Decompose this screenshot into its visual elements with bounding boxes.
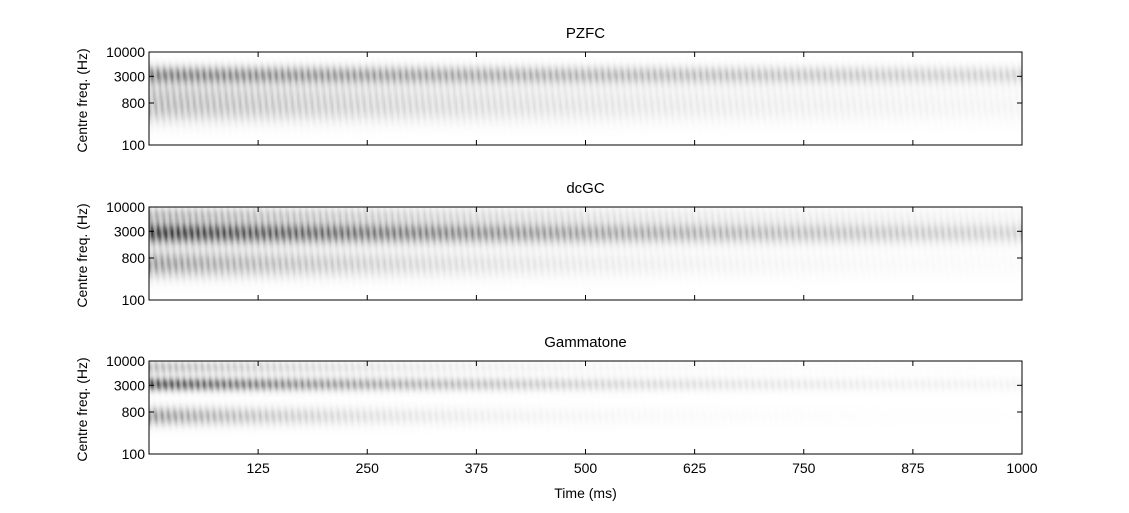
x-tick-label: 250 — [356, 460, 380, 476]
panel-gammatone: Gammatone 100 800 3000 10000 125 250 375 500 625 7… — [74, 334, 1038, 501]
y-tick-label: 800 — [122, 404, 146, 420]
y-tick-label: 3000 — [114, 377, 145, 393]
x-axis-label: Time (ms) — [554, 485, 616, 501]
y-tick-label: 3000 — [114, 223, 145, 239]
y-axis-label: Centre freq. (Hz) — [74, 48, 90, 152]
heatmap-image — [149, 207, 1022, 300]
heatmap-image — [149, 52, 1022, 145]
y-tick-label: 10000 — [106, 353, 145, 369]
x-tick-label: 375 — [465, 460, 489, 476]
x-tick-label: 1000 — [1006, 460, 1037, 476]
x-tick-label: 500 — [574, 460, 598, 476]
x-tick-label: 125 — [246, 460, 270, 476]
y-tick-label: 100 — [122, 292, 146, 308]
y-axis-label: Centre freq. (Hz) — [74, 203, 90, 307]
x-tick-label: 625 — [683, 460, 707, 476]
heatmap-image — [149, 361, 1022, 454]
y-tick-label: 100 — [122, 137, 146, 153]
y-tick-label: 800 — [122, 95, 146, 111]
panel-title: PZFC — [566, 25, 605, 42]
panel-dcgc: dcGC 100 800 3000 10000 Centre freq. (Hz) — [74, 180, 1023, 308]
y-tick-label: 800 — [122, 250, 146, 266]
y-tick-label: 100 — [122, 446, 146, 462]
y-tick-label: 3000 — [114, 68, 145, 84]
panel-title: Gammatone — [544, 334, 627, 351]
y-tick-label: 10000 — [106, 44, 145, 60]
x-tick-label: 750 — [792, 460, 816, 476]
y-tick-label: 10000 — [106, 199, 145, 215]
y-axis-label: Centre freq. (Hz) — [74, 357, 90, 461]
x-tick-label: 875 — [901, 460, 925, 476]
panel-pzfc: PZFC 100 800 3000 10000 Centre freq. (Hz) — [74, 25, 1023, 153]
panel-title: dcGC — [566, 180, 605, 197]
